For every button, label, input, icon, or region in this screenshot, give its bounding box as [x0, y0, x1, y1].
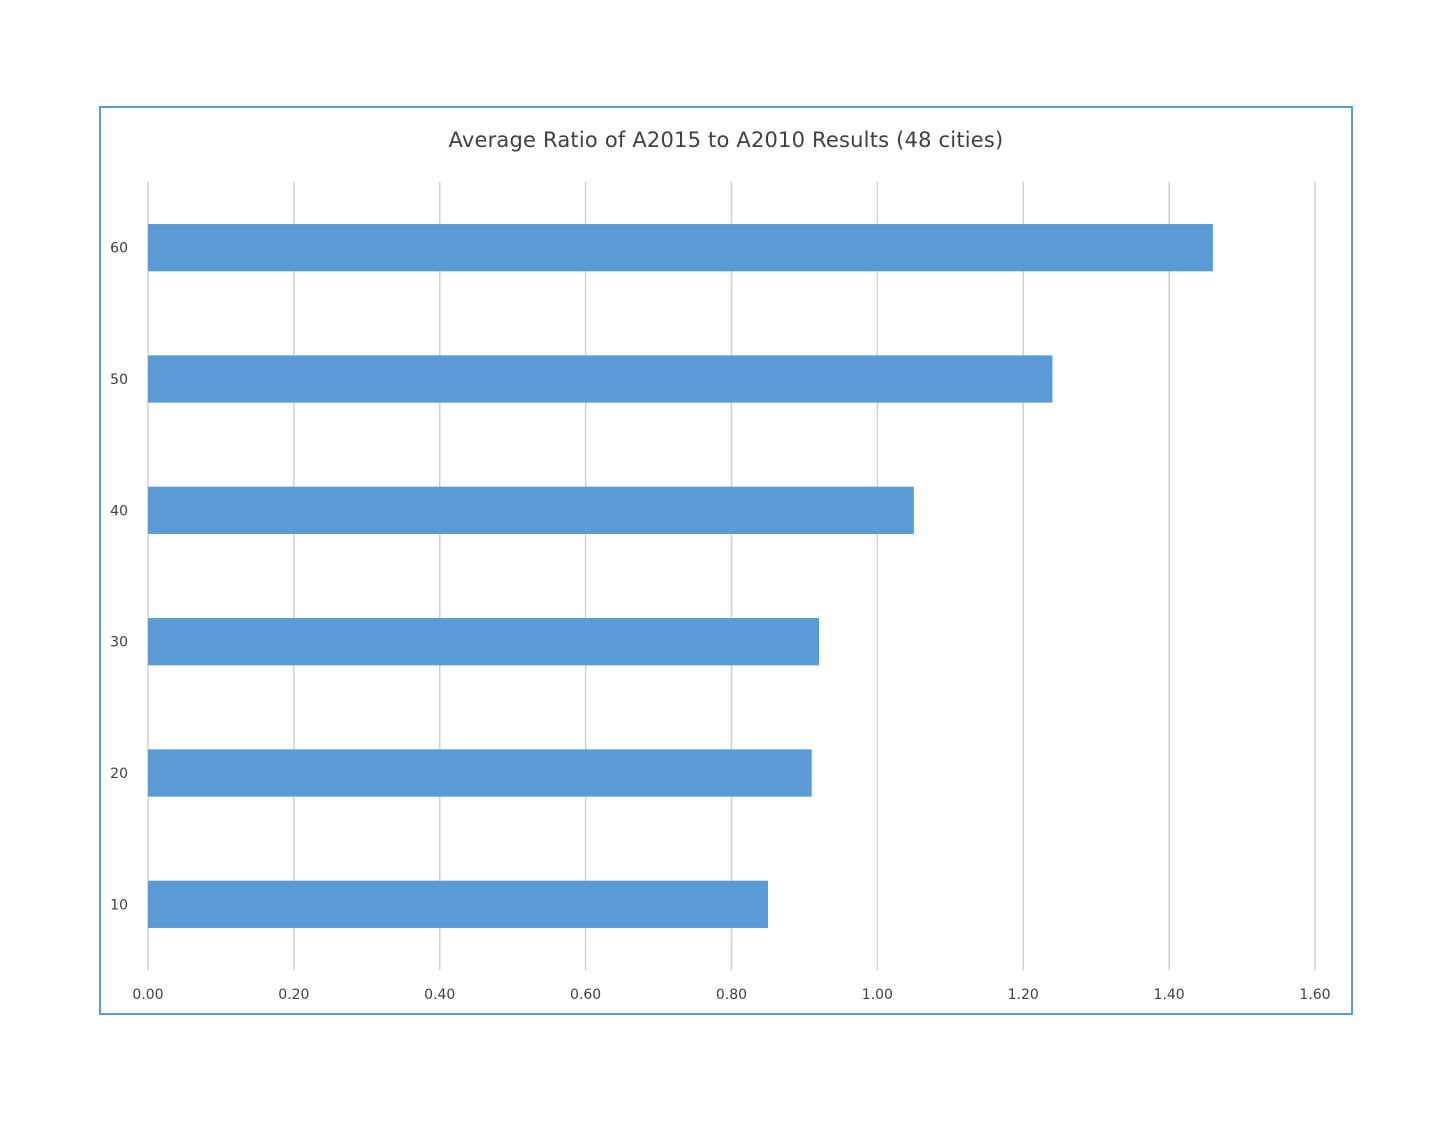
category-label: 60 [110, 241, 128, 257]
x-tick-label: 0.60 [570, 987, 601, 1003]
bar-60 [148, 224, 1213, 272]
bar-50 [148, 355, 1053, 403]
category-label: 10 [110, 897, 128, 913]
x-tick-label: 1.00 [862, 987, 893, 1003]
x-tick-label: 0.40 [424, 987, 455, 1003]
x-tick-label: 0.80 [716, 987, 747, 1003]
category-label: 20 [110, 766, 128, 782]
bar-20 [148, 749, 812, 797]
bar-40 [148, 486, 914, 534]
x-tick-label: 1.40 [1154, 987, 1185, 1003]
bars [148, 224, 1213, 928]
category-label: 40 [110, 503, 128, 519]
category-label: 50 [110, 372, 128, 388]
bar-10 [148, 880, 768, 928]
gridlines [147, 182, 1316, 970]
category-labels: 10 20 30 40 50 60 [110, 241, 128, 914]
x-tick-labels: 0.00 0.20 0.40 0.60 0.80 1.00 1.20 1.40 1.60 [132, 987, 1330, 1003]
chart-title: Average Ratio of A2015 to A2010 Results … [448, 128, 1004, 152]
x-tick-label: 0.00 [132, 987, 163, 1003]
x-tick-label: 1.20 [1008, 987, 1039, 1003]
bar-30 [148, 618, 820, 666]
x-tick-label: 0.20 [278, 987, 309, 1003]
category-label: 30 [110, 635, 128, 651]
x-tick-label: 1.60 [1299, 987, 1330, 1003]
